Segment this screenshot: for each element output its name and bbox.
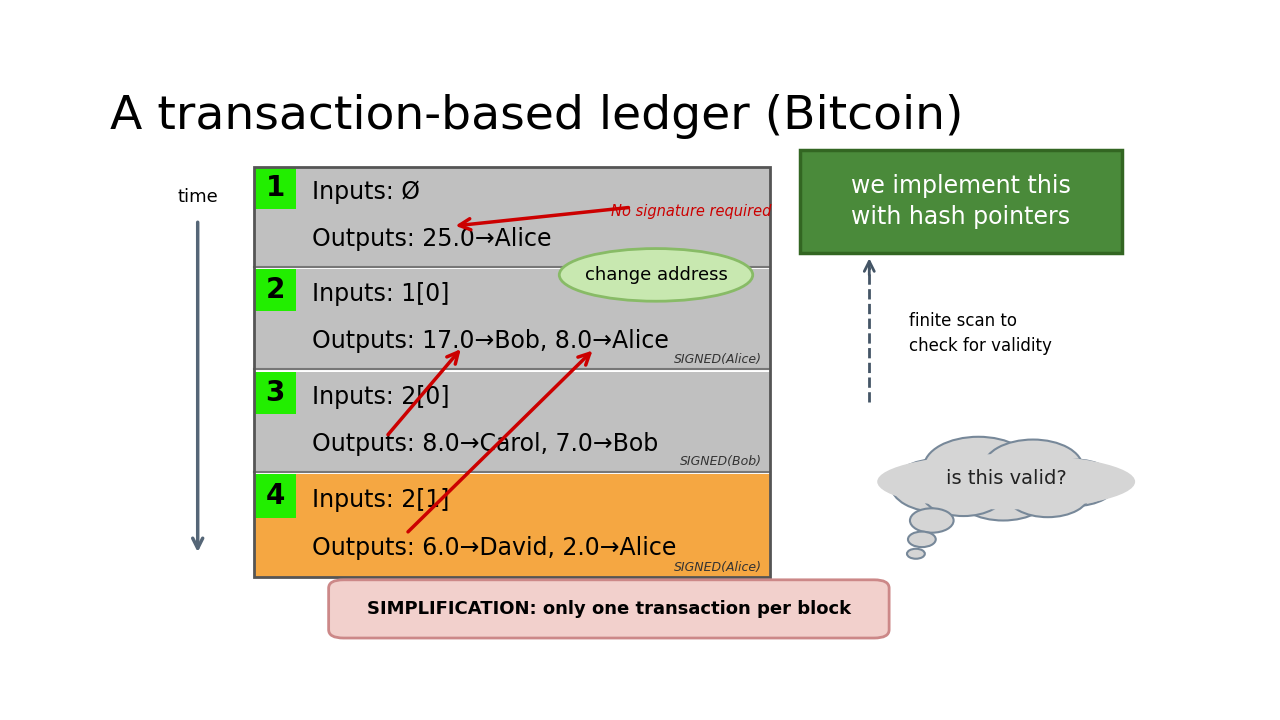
Text: Inputs: 2[1]: Inputs: 2[1] — [312, 488, 449, 512]
Bar — [255, 474, 296, 518]
Bar — [255, 167, 296, 209]
Text: SIMPLIFICATION: only one transaction per block: SIMPLIFICATION: only one transaction per… — [367, 600, 851, 618]
Circle shape — [922, 469, 1005, 516]
Text: SIGNED(Bob): SIGNED(Bob) — [680, 455, 762, 468]
Text: Outputs: 6.0→David, 2.0→Alice: Outputs: 6.0→David, 2.0→Alice — [312, 536, 676, 560]
Circle shape — [983, 439, 1083, 495]
Circle shape — [891, 459, 987, 512]
Text: Outputs: 8.0→Carol, 7.0→Bob: Outputs: 8.0→Carol, 7.0→Bob — [312, 432, 658, 456]
Circle shape — [908, 549, 925, 559]
Bar — [255, 372, 771, 472]
Text: 4: 4 — [265, 482, 284, 510]
Bar — [800, 150, 1123, 253]
Bar — [255, 474, 771, 577]
Text: SIGNED(Alice): SIGNED(Alice) — [675, 353, 762, 366]
Text: A transaction-based ledger (Bitcoin): A transaction-based ledger (Bitcoin) — [110, 94, 964, 140]
Bar — [255, 269, 771, 369]
Ellipse shape — [877, 454, 1135, 510]
Circle shape — [910, 508, 954, 533]
Text: Outputs: 25.0→Alice: Outputs: 25.0→Alice — [312, 227, 552, 251]
Text: change address: change address — [585, 266, 727, 284]
Circle shape — [908, 531, 936, 547]
Text: 3: 3 — [265, 379, 284, 407]
Ellipse shape — [559, 248, 753, 301]
Text: is this valid?: is this valid? — [946, 469, 1066, 488]
Text: Inputs: 1[0]: Inputs: 1[0] — [312, 282, 449, 306]
Bar — [255, 269, 296, 311]
Circle shape — [956, 467, 1051, 521]
Text: 1: 1 — [265, 174, 284, 202]
Text: Outputs: 17.0→Bob, 8.0→Alice: Outputs: 17.0→Bob, 8.0→Alice — [312, 329, 668, 354]
Text: time: time — [178, 188, 218, 206]
Bar — [255, 167, 771, 577]
Circle shape — [924, 437, 1033, 498]
Circle shape — [1006, 471, 1089, 517]
Text: No signature required: No signature required — [611, 204, 771, 219]
Text: SIGNED(Alice): SIGNED(Alice) — [675, 561, 762, 574]
Text: we implement this
with hash pointers: we implement this with hash pointers — [851, 174, 1071, 229]
Text: finite scan to
check for validity: finite scan to check for validity — [909, 312, 1052, 355]
Text: 2: 2 — [265, 276, 284, 305]
Text: Inputs: Ø: Inputs: Ø — [312, 180, 420, 204]
FancyBboxPatch shape — [329, 580, 890, 638]
Text: Inputs: 2[0]: Inputs: 2[0] — [312, 385, 449, 409]
Circle shape — [1033, 459, 1116, 506]
Bar — [255, 372, 296, 414]
Bar — [255, 167, 771, 266]
